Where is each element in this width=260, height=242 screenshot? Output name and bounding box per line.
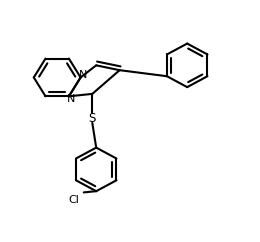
Text: N: N xyxy=(67,94,76,104)
Text: Cl: Cl xyxy=(68,195,79,205)
Text: S: S xyxy=(89,112,96,125)
Text: N: N xyxy=(79,70,87,80)
